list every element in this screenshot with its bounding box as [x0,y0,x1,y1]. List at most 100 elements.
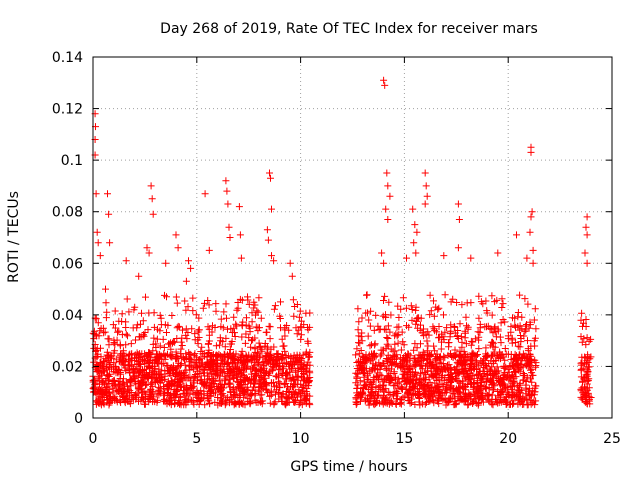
data-point [395,314,403,321]
data-point [416,401,424,409]
data-point [122,379,130,387]
data-point [149,210,157,218]
data-point [459,383,467,391]
data-point [294,358,302,366]
y-tick-label: 0.14 [52,50,83,66]
data-point [401,370,409,378]
data-point [467,254,475,262]
data-point [376,399,384,407]
data-point [464,401,472,409]
data-point [499,382,507,390]
data-point [163,367,171,374]
data-point [421,200,429,208]
data-point [408,306,416,313]
data-point [427,365,435,373]
data-point [494,399,502,407]
x-tick-label: 10 [292,431,310,447]
data-point [191,372,199,380]
data-point [174,382,182,390]
data-point [109,321,117,329]
data-point [187,383,195,391]
data-point [182,395,190,403]
data-point [376,382,384,390]
data-point [172,348,180,356]
data-point [587,335,595,343]
data-point [237,254,245,262]
data-point [214,401,222,409]
data-point [152,340,160,348]
data-point [231,353,239,361]
data-point [509,372,517,380]
data-point [485,384,493,392]
data-point [405,323,413,331]
data-point [578,395,586,403]
data-point [513,231,520,239]
data-point [266,169,273,177]
plot-frame [92,56,613,419]
data-point [303,396,311,404]
data-point [181,297,189,305]
data-point [128,356,136,364]
data-point [170,390,178,398]
data-point [443,324,451,332]
data-point [438,338,445,346]
data-point [272,390,279,398]
data-point [94,239,102,247]
data-point [392,387,400,395]
x-tick-label: 20 [499,431,517,447]
data-point [416,352,424,360]
data-point [183,386,191,393]
data-point [242,374,250,382]
data-point [530,316,538,324]
data-point [149,347,157,355]
data-point [522,326,530,334]
data-point [256,343,264,351]
data-point [153,371,160,379]
data-point [352,369,360,377]
data-point [430,297,437,305]
data-point [288,390,296,398]
data-point [281,347,289,355]
data-point [283,375,291,383]
y-tick-labels: 0 0.02 0.04 0.06 0.08 0.1 0.12 0.14 [52,50,83,427]
data-point [174,363,182,371]
data-point [250,383,257,391]
data-point [384,373,392,381]
data-point [439,382,447,390]
data-point [502,363,510,371]
data-point [356,364,364,372]
data-point [212,366,220,374]
data-point [262,385,270,393]
data-point [286,259,294,267]
data-point [251,380,258,388]
data-point [516,364,524,372]
data-points [89,76,595,409]
data-point [103,308,111,316]
data-point [468,351,476,359]
data-point [226,383,234,391]
data-point [145,359,153,367]
data-point [279,390,287,398]
data-point [465,364,473,372]
data-point [401,356,408,364]
data-point [167,372,175,380]
data-point [302,364,310,372]
data-point [521,327,529,335]
data-point [488,311,496,319]
data-point [157,321,165,329]
data-point [123,295,131,303]
data-point [508,334,516,342]
data-point [295,313,303,321]
data-point [441,389,449,397]
data-point [450,401,458,409]
data-point [90,344,98,352]
data-point [380,259,388,267]
data-point [149,383,157,391]
data-point [257,314,265,322]
data-point [503,399,511,407]
data-point [235,399,243,407]
data-point [583,400,591,408]
data-point [520,370,527,377]
data-point [494,249,502,257]
data-point [353,399,361,407]
